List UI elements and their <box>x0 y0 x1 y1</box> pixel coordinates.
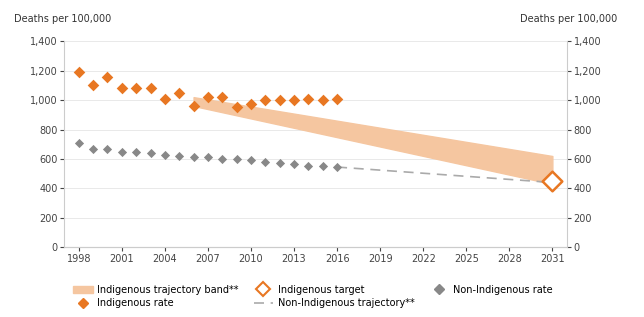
Point <box>289 162 299 167</box>
Point <box>102 75 113 80</box>
Point <box>73 140 84 145</box>
Point <box>217 156 227 161</box>
Point <box>117 85 127 90</box>
Point <box>146 151 156 156</box>
Point <box>117 149 127 154</box>
Point <box>88 146 99 151</box>
Point <box>274 161 285 166</box>
Point <box>131 85 141 90</box>
Point <box>203 155 213 160</box>
Point <box>547 178 558 184</box>
Point <box>274 98 285 103</box>
Point <box>332 165 342 170</box>
Point <box>189 155 199 160</box>
Point <box>289 98 299 103</box>
Point <box>231 105 242 110</box>
Text: Deaths per 100,000: Deaths per 100,000 <box>14 14 111 24</box>
Point <box>160 152 170 157</box>
Text: Deaths per 100,000: Deaths per 100,000 <box>520 14 617 24</box>
Point <box>131 150 141 155</box>
Point <box>174 153 184 158</box>
Point <box>303 163 314 168</box>
Point <box>73 70 84 75</box>
Point <box>203 94 213 100</box>
Point <box>146 85 156 90</box>
Point <box>189 103 199 108</box>
Point <box>260 159 270 165</box>
Legend: Indigenous trajectory band**, Indigenous rate, Indigenous target, Non-Indigenous: Indigenous trajectory band**, Indigenous… <box>70 281 557 312</box>
Point <box>246 158 256 163</box>
Point <box>102 147 113 152</box>
Point <box>303 97 314 102</box>
Point <box>317 98 328 103</box>
Point <box>88 82 99 87</box>
Point <box>217 94 227 100</box>
Point <box>160 96 170 101</box>
Point <box>174 90 184 95</box>
Point <box>246 102 256 107</box>
Point <box>317 164 328 169</box>
Point <box>332 97 342 102</box>
Point <box>231 156 242 161</box>
Point <box>260 98 270 103</box>
